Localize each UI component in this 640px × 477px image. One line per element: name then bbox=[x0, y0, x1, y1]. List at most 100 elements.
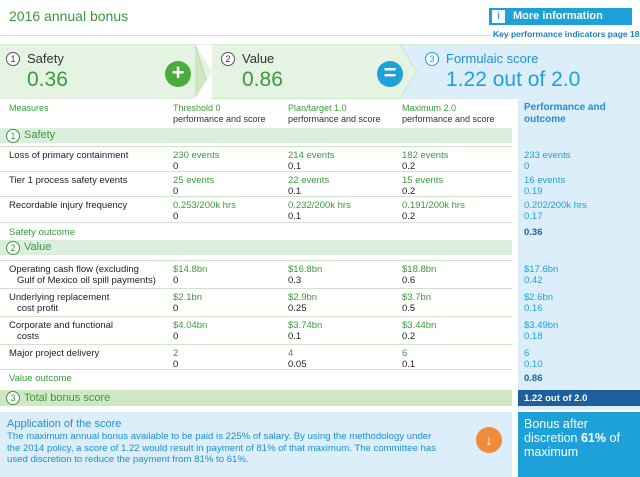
safety-row-t-value: 25 events bbox=[173, 175, 215, 186]
safety-row-t-value: 230 events bbox=[173, 150, 220, 161]
equals-icon: = bbox=[377, 61, 403, 87]
total-value-box bbox=[518, 390, 640, 406]
col-threshold-sub: performance and score bbox=[173, 114, 266, 124]
kpi-link[interactable]: Key performance indicators page 18 bbox=[493, 29, 640, 39]
safety-row-outcome-score: 0 bbox=[524, 161, 530, 172]
safety-row-p-value: 214 events bbox=[288, 150, 335, 161]
score-band bbox=[0, 44, 640, 99]
value-row-label-cont: cost profit bbox=[17, 303, 59, 314]
safety-row-outcome-score: 0.17 bbox=[524, 211, 543, 222]
safety-label: Safety bbox=[27, 51, 64, 66]
value-row-t-score: 0 bbox=[173, 303, 179, 314]
bonus-result-box bbox=[518, 412, 640, 477]
value-row-t-value: 2 bbox=[173, 348, 179, 359]
col-max-title: Maximum 2.0 bbox=[402, 103, 457, 113]
value-row-t-score: 0 bbox=[173, 359, 179, 370]
safety-row-label: Tier 1 process safety events bbox=[9, 175, 128, 186]
formula-number-badge: 3 bbox=[425, 52, 439, 66]
bonus-result-text: Bonus after discretion 61% of maximum bbox=[524, 417, 636, 459]
total-section-bar bbox=[0, 390, 512, 406]
col-performance: Performance and outcome bbox=[524, 102, 606, 126]
value-number-badge: 2 bbox=[221, 52, 235, 66]
total-section-badge: 3 bbox=[6, 391, 20, 405]
value-row-outcome-score: 0.42 bbox=[524, 275, 543, 286]
value-row-outcome-score: 0.18 bbox=[524, 331, 543, 342]
value-row-label: Underlying replacement bbox=[9, 292, 110, 303]
value-row-t-value: $2.1bn bbox=[173, 292, 203, 303]
header-divider bbox=[0, 35, 512, 36]
safety-section-badge: 1 bbox=[6, 129, 20, 143]
safety-row-m-value: 182 events bbox=[402, 150, 449, 161]
value-row-outcome-score: 0.10 bbox=[524, 359, 543, 370]
safety-row-m-score: 0.2 bbox=[402, 211, 416, 222]
col-plan-title: Plan/target 1.0 bbox=[288, 103, 347, 113]
total-section-title: Total bonus score bbox=[24, 392, 111, 404]
value-section-bar bbox=[0, 240, 512, 255]
value-row-m-value: $3.44bn bbox=[402, 320, 437, 331]
application-title: Application of the score bbox=[7, 418, 122, 430]
value-outcome-value: 0.86 bbox=[524, 373, 543, 384]
value-row-p-value: 4 bbox=[288, 348, 294, 359]
safety-row-divider bbox=[0, 196, 512, 197]
bonus-result-line1: Bonus after discretion bbox=[524, 417, 588, 445]
more-info-banner[interactable] bbox=[489, 8, 632, 25]
value-score: 0.86 bbox=[242, 68, 283, 91]
safety-row-t-score: 0 bbox=[173, 211, 179, 222]
plus-icon: + bbox=[165, 61, 191, 87]
value-row-t-value: $4.04bn bbox=[173, 320, 208, 331]
safety-row-t-score: 0 bbox=[173, 161, 179, 172]
value-label: Value bbox=[242, 51, 275, 66]
value-row-p-score: 0.25 bbox=[288, 303, 307, 314]
value-row-label: Major project delivery bbox=[9, 348, 100, 359]
bonus-result-line2: of maximum bbox=[524, 431, 620, 459]
total-score-value: 1.22 out of 2.0 bbox=[524, 393, 588, 404]
col-performance-line1: Performance and bbox=[524, 102, 606, 113]
value-row-label: Operating cash flow (excluding bbox=[9, 264, 139, 275]
value-row-label-cont: costs bbox=[17, 331, 40, 342]
col-measures: Measures bbox=[9, 103, 49, 113]
safety-section-bar bbox=[0, 128, 512, 143]
col-threshold-title: Threshold 0 bbox=[173, 103, 221, 113]
value-row-p-value: $2.9bn bbox=[288, 292, 318, 303]
value-row-outcome-score: 0.16 bbox=[524, 303, 543, 314]
value-row-m-value: 6 bbox=[402, 348, 408, 359]
safety-row-m-score: 0.2 bbox=[402, 186, 416, 197]
safety-row-divider bbox=[0, 146, 512, 147]
value-row-label-cont: Gulf of Mexico oil spill payments) bbox=[17, 275, 156, 286]
value-row-m-score: 0.2 bbox=[402, 331, 416, 342]
bonus-result-percent: 61% bbox=[580, 431, 607, 445]
safety-outcome-label: Safety outcome bbox=[9, 227, 76, 238]
value-row-t-value: $14.8bn bbox=[173, 264, 208, 275]
value-row-p-value: $16.8bn bbox=[288, 264, 323, 275]
application-panel bbox=[0, 412, 512, 477]
col-performance-line2: outcome bbox=[524, 114, 566, 125]
page-title: 2016 annual bonus bbox=[9, 8, 129, 24]
safety-row-t-score: 0 bbox=[173, 186, 179, 197]
value-row-divider bbox=[0, 260, 512, 261]
safety-row-label: Loss of primary containment bbox=[9, 150, 129, 161]
safety-row-m-value: 0.191/200k hrs bbox=[402, 200, 465, 211]
value-row-m-score: 0.6 bbox=[402, 275, 416, 286]
value-row-p-score: 0.1 bbox=[288, 331, 302, 342]
safety-score: 0.36 bbox=[27, 68, 68, 91]
safety-row-m-score: 0.2 bbox=[402, 161, 416, 172]
formula-label: Formulaic score bbox=[446, 51, 539, 66]
value-row-outcome-value: $17.6bn bbox=[524, 264, 559, 275]
down-arrow-icon: ↓ bbox=[476, 427, 502, 453]
value-row-t-score: 0 bbox=[173, 331, 179, 342]
safety-row-outcome-value: 233 events bbox=[524, 150, 571, 161]
value-row-outcome-value: 6 bbox=[524, 348, 530, 359]
value-row-outcome-value: $3.49bn bbox=[524, 320, 559, 331]
safety-row-p-score: 0.1 bbox=[288, 161, 302, 172]
safety-row-outcome-score: 0.19 bbox=[524, 186, 543, 197]
safety-number-badge: 1 bbox=[6, 52, 20, 66]
safety-row-label: Recordable injury frequency bbox=[9, 200, 128, 211]
value-section-title: Value bbox=[24, 241, 52, 253]
col-plan-sub: performance and score bbox=[288, 114, 381, 124]
safety-row-p-score: 0.1 bbox=[288, 186, 302, 197]
safety-outcome-value: 0.36 bbox=[524, 227, 543, 238]
safety-row-m-value: 15 events bbox=[402, 175, 444, 186]
value-row-divider bbox=[0, 344, 512, 345]
value-row-outcome-value: $2.6bn bbox=[524, 292, 554, 303]
safety-row-p-score: 0.1 bbox=[288, 211, 302, 222]
